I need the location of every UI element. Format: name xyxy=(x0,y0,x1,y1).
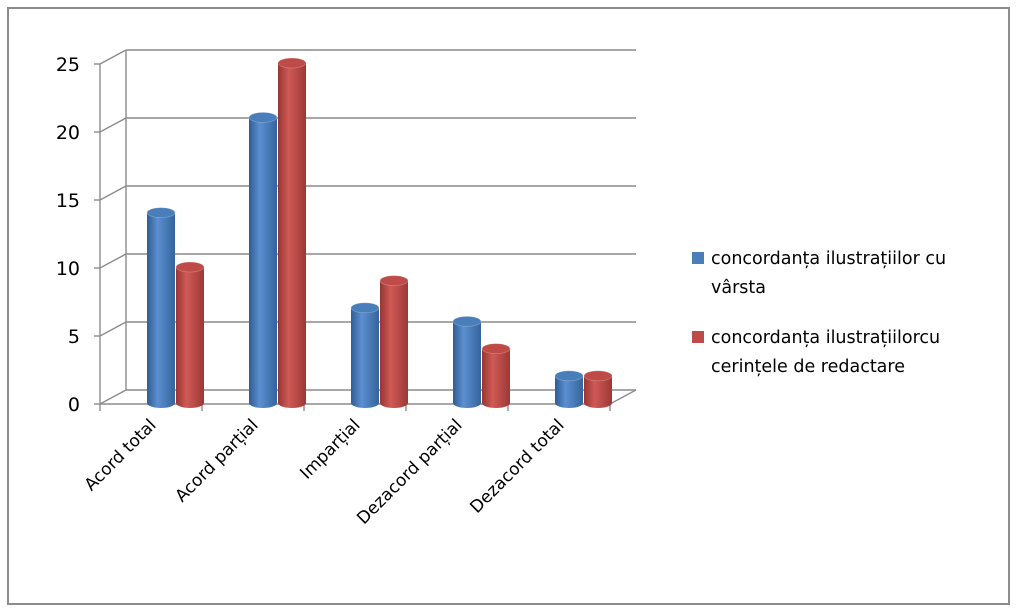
category-labels: Acord total Acord parțial ImparțialDezacor… xyxy=(81,415,569,528)
bar xyxy=(379,275,409,408)
bar xyxy=(554,370,584,408)
category-label: Dezacord parțial xyxy=(353,415,466,528)
y-tick-labels: 0 5 10 15 20 25 xyxy=(56,54,80,416)
gridline-depth xyxy=(99,117,127,133)
legend-label: cerințele de redactare xyxy=(711,357,905,377)
bar-body xyxy=(147,212,175,408)
bar-top xyxy=(379,275,409,287)
floor-right-edge xyxy=(609,389,637,405)
bars xyxy=(146,57,613,409)
category-label: Dezacord total xyxy=(466,415,568,517)
y-tick-label: 25 xyxy=(56,54,80,76)
bar-body xyxy=(278,63,306,408)
bar-body xyxy=(584,375,612,408)
legend-entry: concordanța ilustrațiilorcu cerințele de … xyxy=(692,328,940,377)
bar-top xyxy=(146,207,176,219)
category-label: Acord parțial xyxy=(172,415,263,506)
gridline-depth xyxy=(99,321,127,337)
legend-entry: concordanța ilustrațiilor cu vârsta xyxy=(692,249,946,298)
legend-label: concordanța ilustrațiilorcu xyxy=(711,328,940,348)
bar-body xyxy=(555,375,583,408)
bar-top xyxy=(277,57,307,69)
legend-swatch xyxy=(692,252,704,264)
bar-top xyxy=(248,112,278,123)
bar-top xyxy=(583,370,613,382)
gridlines xyxy=(99,49,636,405)
legend-label: concordanța ilustrațiilor cu xyxy=(711,249,946,269)
gridline-depth xyxy=(99,253,127,269)
bar-top xyxy=(175,261,205,273)
bar-top xyxy=(481,343,511,355)
bar xyxy=(248,112,278,409)
bar xyxy=(452,315,482,408)
bar-body xyxy=(351,307,379,408)
y-tick-label: 15 xyxy=(56,190,80,212)
gridline-depth xyxy=(99,49,127,65)
gridline-depth xyxy=(99,185,127,201)
bar xyxy=(146,207,176,408)
bar-top xyxy=(452,315,482,327)
bar xyxy=(481,343,511,408)
bar-body xyxy=(176,267,204,408)
bar-body xyxy=(453,321,481,408)
gridline-depth xyxy=(99,389,127,405)
y-tick-label: 20 xyxy=(56,122,80,144)
bar xyxy=(583,370,613,408)
bar-body xyxy=(249,117,277,409)
legend-label: vârsta xyxy=(711,278,766,298)
bar-body xyxy=(482,348,510,408)
legend: concordanța ilustrațiilor cuvârstaconcor… xyxy=(692,249,946,377)
bar xyxy=(175,261,205,408)
category-label: Acord total xyxy=(81,415,161,495)
bar-top xyxy=(554,370,584,382)
y-tick-label: 5 xyxy=(68,326,80,348)
bar-body xyxy=(380,280,408,408)
legend-swatch xyxy=(692,331,704,343)
bar-top xyxy=(350,302,380,314)
y-tick-label: 10 xyxy=(56,258,80,280)
y-tick-label: 0 xyxy=(68,394,80,416)
bar xyxy=(350,302,380,408)
category-label: Imparțial xyxy=(296,415,364,483)
bar xyxy=(277,57,307,408)
